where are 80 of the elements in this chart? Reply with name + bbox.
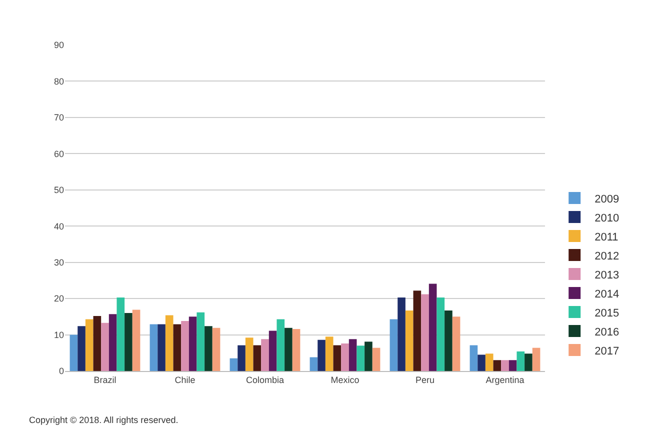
- bar: [444, 310, 452, 371]
- bar: [413, 290, 422, 371]
- bar: [116, 297, 125, 371]
- y-tick-label: 40: [54, 221, 64, 232]
- bar: [493, 360, 502, 371]
- bar: [212, 328, 220, 371]
- bar: [93, 316, 102, 371]
- bar: [405, 310, 414, 371]
- bar: [333, 345, 342, 371]
- x-tick-label: Brazil: [94, 374, 116, 385]
- bar: [310, 357, 318, 371]
- legend-label: 2010: [594, 212, 620, 224]
- bar: [428, 284, 437, 371]
- bar: [70, 334, 78, 371]
- bar: [230, 358, 238, 371]
- bar: [253, 345, 262, 371]
- bar: [158, 324, 166, 371]
- legend-label: 2015: [594, 307, 620, 320]
- x-tick-label: Mexico: [330, 374, 360, 385]
- bar: [276, 319, 285, 371]
- bar: [532, 348, 540, 371]
- legend-label: 2013: [594, 269, 620, 282]
- x-tick-label: Peru: [415, 374, 435, 385]
- bar: [325, 336, 334, 371]
- bar: [501, 360, 509, 371]
- bar: [132, 310, 140, 371]
- bar: [268, 330, 277, 371]
- bar: [188, 316, 197, 371]
- bar: [421, 294, 429, 371]
- bar: [508, 360, 517, 371]
- bar: [524, 354, 532, 371]
- legend-label: 2017: [594, 345, 620, 358]
- legend-label: 2011: [594, 231, 618, 244]
- bar: [318, 340, 326, 371]
- bar: [398, 297, 406, 371]
- y-tick-label: 50: [54, 185, 64, 196]
- bar: [124, 313, 132, 371]
- y-tick-label: 90: [54, 40, 64, 50]
- legend-label: 2014: [594, 288, 620, 300]
- bar: [356, 346, 365, 371]
- bar: [436, 297, 445, 371]
- bar: [85, 319, 94, 371]
- bar: [348, 339, 357, 371]
- bar: [390, 319, 398, 371]
- bar: [165, 315, 174, 371]
- bar: [173, 324, 182, 371]
- bar: [341, 343, 349, 371]
- x-tick-label: Chile: [174, 374, 196, 385]
- text: Copyright © 2018. All rights reserved.: [29, 415, 178, 425]
- bar: [372, 348, 380, 371]
- bar: [245, 338, 254, 371]
- y-tick-label: 20: [54, 294, 64, 304]
- x-tick-label: Argentina: [486, 374, 524, 385]
- bar: [108, 314, 117, 371]
- bar: [292, 328, 300, 371]
- legend-label: 2016: [594, 326, 620, 338]
- y-tick-label: 10: [54, 330, 64, 340]
- bar: [470, 345, 478, 371]
- legend-label: 2009: [594, 193, 620, 206]
- bar: [101, 322, 109, 371]
- y-tick-label: 80: [54, 76, 64, 86]
- bar: [181, 321, 189, 371]
- legend-label: 2012: [594, 250, 620, 262]
- bar: [204, 326, 212, 371]
- bar: [452, 316, 460, 371]
- bar: [516, 351, 525, 371]
- y-tick-label: 70: [54, 112, 64, 123]
- bar: [150, 324, 158, 371]
- y-tick-label: 0: [58, 366, 64, 376]
- bar: [238, 345, 246, 371]
- y-tick-label: 30: [54, 257, 64, 268]
- bar: [284, 328, 292, 371]
- x-tick-label: Colombia: [246, 374, 284, 385]
- bar: [78, 326, 86, 371]
- bar: [196, 312, 205, 371]
- bar: [364, 342, 372, 371]
- bar: [478, 354, 486, 371]
- y-tick-label: 60: [54, 148, 64, 159]
- bar: [261, 339, 269, 371]
- bar: [485, 354, 494, 371]
